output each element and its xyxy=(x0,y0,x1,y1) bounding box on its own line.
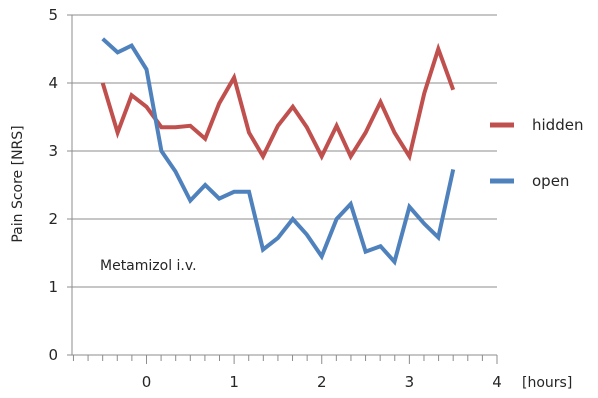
y-tick-label: 5 xyxy=(48,6,58,24)
series-line-open xyxy=(101,37,456,266)
ticks: 0 1 2 3 4 5 0 1 2 3 4 xyxy=(48,6,501,391)
x-axis-title: [hours] xyxy=(522,375,572,391)
series-lines xyxy=(100,37,456,266)
y-tick-label: 0 xyxy=(48,346,58,364)
legend: hidden open xyxy=(490,116,583,190)
legend-label-open: open xyxy=(532,172,569,190)
y-axis-title: Pain Score [NRS] xyxy=(10,125,26,242)
y-tick-label: 1 xyxy=(48,278,58,296)
series-line-hidden xyxy=(100,42,456,162)
legend-label-hidden: hidden xyxy=(532,116,583,134)
x-tick-label: 0 xyxy=(142,373,152,391)
x-tick-label: 1 xyxy=(229,373,239,391)
y-tick-label: 4 xyxy=(48,74,58,92)
chart-annotation: Metamizol i.v. xyxy=(100,258,197,274)
x-tick-label: 4 xyxy=(492,373,502,391)
axes xyxy=(71,15,497,356)
y-tick-label: 2 xyxy=(48,210,58,228)
x-tick-label: 3 xyxy=(405,373,415,391)
y-tick-label: 3 xyxy=(48,142,58,160)
x-tick-label: 2 xyxy=(317,373,327,391)
